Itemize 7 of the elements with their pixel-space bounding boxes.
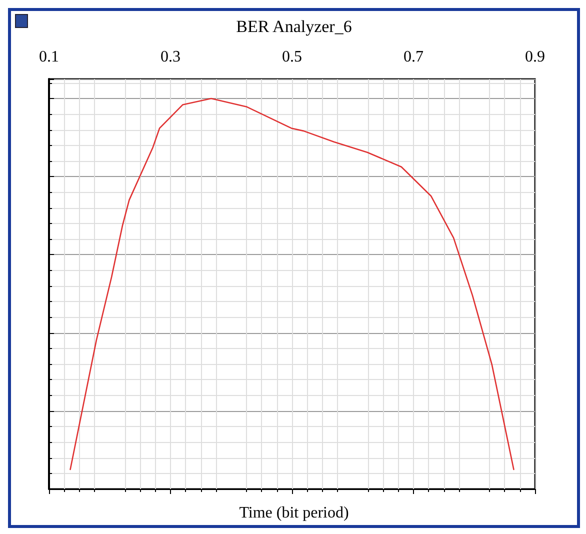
x-axis-title: Time (bit period) [239,504,349,522]
x-tick-label: 0.9 [525,48,545,66]
x-tick-label: 0.7 [404,48,424,66]
chart-title: BER Analyzer_6 [236,17,352,36]
x-tick-label: 0.5 [282,48,302,66]
x-tick-label: 0.1 [39,48,59,66]
x-tick-label: 0.3 [160,48,180,66]
